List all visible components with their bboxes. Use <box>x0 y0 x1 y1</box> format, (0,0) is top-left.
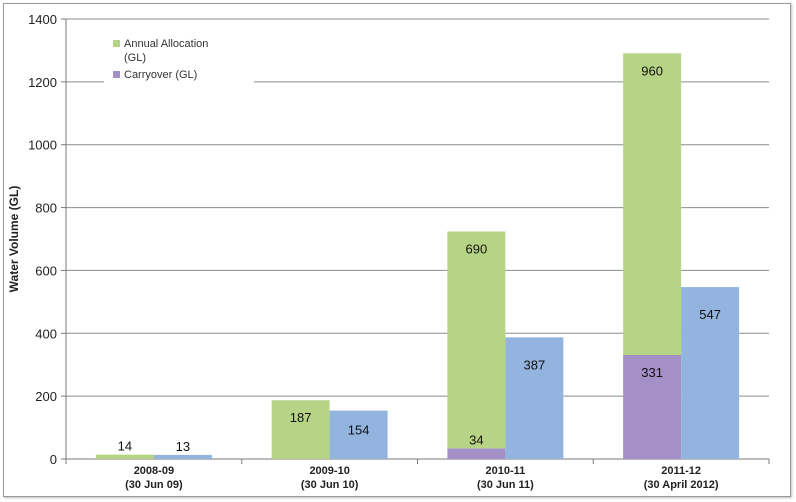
carryover-bar <box>447 448 506 459</box>
x-category-label: 2010-11 <box>485 465 525 477</box>
carryover-bar <box>623 354 682 459</box>
side-value-label: 13 <box>176 439 190 454</box>
x-category-sublabel: (30 Jun 09) <box>125 479 183 491</box>
side-bar <box>505 337 564 459</box>
x-category-label: 2008-09 <box>134 465 174 477</box>
side-bar <box>153 454 212 459</box>
y-tick-label: 800 <box>35 201 57 216</box>
y-tick-label: 200 <box>35 389 57 404</box>
y-axis-label: Water Volume (GL) <box>7 186 21 293</box>
side-bar <box>329 410 388 459</box>
side-value-label: 154 <box>348 423 370 438</box>
legend-label-continued: (GL) <box>124 52 146 64</box>
allocation-bar <box>447 231 506 449</box>
x-category-sublabel: (30 Jun 10) <box>301 479 359 491</box>
x-category-sublabel: (30 Jun 11) <box>477 479 534 491</box>
data-labels: 14 13 187 154 34 690 387 331 960 547 <box>118 63 721 454</box>
y-tick-label: 0 <box>50 452 57 467</box>
side-value-label: 387 <box>524 357 546 372</box>
carryover-value-label: 34 <box>469 432 483 447</box>
legend: Annual Allocation (GL) Carryover (GL) <box>104 36 254 86</box>
legend-background <box>104 36 254 86</box>
y-tick-label: 1000 <box>28 138 57 153</box>
y-tick-label: 1200 <box>28 75 57 90</box>
allocation-value-label: 960 <box>641 63 663 78</box>
axes: 0 200 400 600 800 1000 1200 1400 2008-09 (30 Jun … <box>28 12 770 491</box>
x-category-sublabel: (30 April 2012) <box>644 479 719 491</box>
allocation-value-label: 14 <box>118 439 132 454</box>
allocation-value-label: 690 <box>466 241 488 256</box>
y-tick-label: 600 <box>35 263 57 278</box>
side-value-label: 547 <box>699 307 721 322</box>
x-category-label: 2011-12 <box>661 465 701 477</box>
x-category-label: 2009-10 <box>309 465 349 477</box>
legend-label: Carryover (GL) <box>124 69 197 81</box>
legend-swatch <box>113 40 120 47</box>
legend-swatch <box>113 71 120 78</box>
allocation-value-label: 187 <box>290 410 312 425</box>
y-tick-label: 400 <box>35 326 57 341</box>
y-tick-label: 1400 <box>28 12 57 27</box>
side-bar <box>681 287 740 459</box>
allocation-bar <box>271 400 330 459</box>
allocation-bar <box>95 454 154 459</box>
carryover-value-label: 331 <box>641 365 663 380</box>
allocation-bar <box>623 53 682 355</box>
bars <box>95 53 740 459</box>
legend-label: Annual Allocation <box>124 38 208 50</box>
